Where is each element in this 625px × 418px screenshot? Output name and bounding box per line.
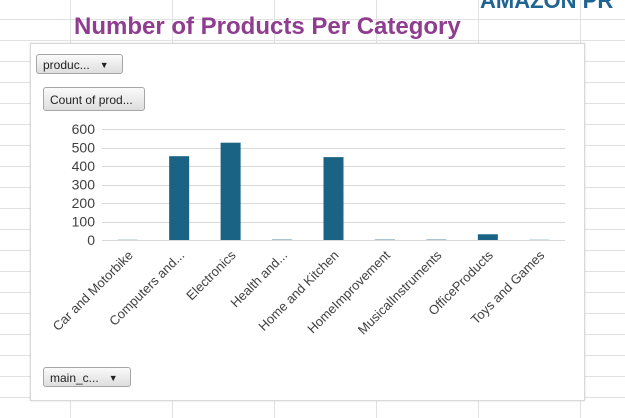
bar[interactable] <box>323 157 344 240</box>
axis-field-button[interactable]: main_c... ▼ <box>43 367 131 387</box>
report-filter-label: produc... <box>43 58 90 72</box>
axis-field-label: main_c... <box>50 371 99 385</box>
report-filter-button[interactable]: produc... ▼ <box>36 54 123 74</box>
bar[interactable] <box>220 142 241 240</box>
chart-title: Number of Products Per Category <box>74 13 461 40</box>
bar[interactable] <box>169 156 190 240</box>
y-tick-label: 500 <box>72 140 96 156</box>
y-tick-label: 100 <box>72 214 96 230</box>
sheet-banner-text: AMAZON PR <box>480 0 614 13</box>
values-field-button[interactable]: Count of prod... <box>43 87 145 111</box>
y-tick-label: 400 <box>72 158 96 174</box>
y-tick-label: 600 <box>72 121 96 137</box>
y-tick-label: 200 <box>72 195 96 211</box>
dropdown-arrow-icon: ▼ <box>108 373 118 383</box>
dropdown-arrow-icon: ▼ <box>99 60 109 70</box>
bar[interactable] <box>477 234 498 240</box>
y-tick-label: 0 <box>87 232 95 248</box>
y-tick-label: 300 <box>72 177 96 193</box>
x-tick-label: Electronics <box>183 247 239 303</box>
